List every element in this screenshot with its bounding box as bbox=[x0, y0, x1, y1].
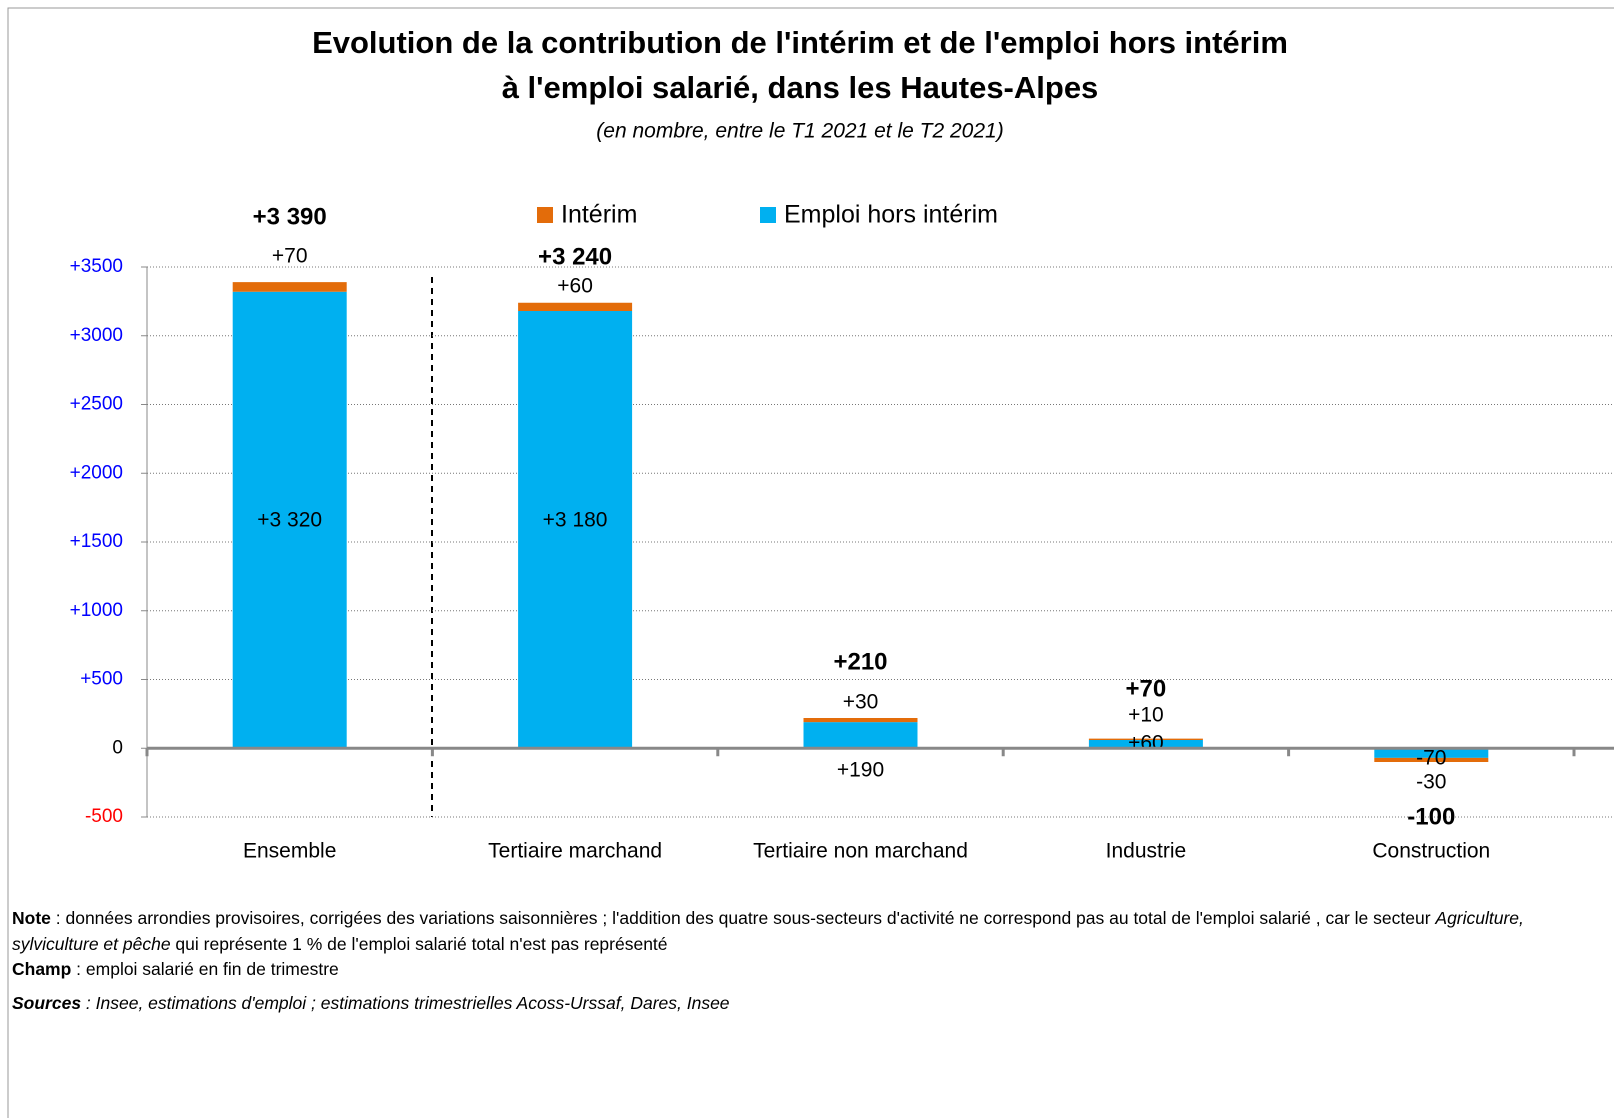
bar-segment bbox=[518, 302, 633, 311]
note-text: Note bbox=[12, 908, 51, 928]
note-text: : données arrondies provisoires, corrigé… bbox=[50, 908, 1436, 928]
y-tick-label: -500 bbox=[85, 806, 123, 827]
legend-label: Emploi hors intérim bbox=[784, 201, 998, 229]
total-label: +3 390 bbox=[253, 203, 327, 230]
value-label: +30 bbox=[843, 691, 879, 714]
notes: Note : données arrondies provisoires, co… bbox=[12, 906, 1572, 1016]
frame bbox=[7, 7, 1614, 1118]
x-tick-label: Industrie bbox=[1106, 840, 1187, 863]
value-label: -30 bbox=[1416, 771, 1446, 794]
note-line: Champ : emploi salarié en fin de trimest… bbox=[12, 957, 1572, 983]
value-label: +190 bbox=[837, 759, 884, 782]
legend-label: Intérim bbox=[561, 201, 637, 229]
x-tick-label: Ensemble bbox=[243, 840, 336, 863]
value-label: -70 bbox=[1416, 747, 1446, 770]
y-tick-label: +1000 bbox=[70, 600, 123, 621]
x-tick-label: Tertiaire marchand bbox=[488, 840, 662, 863]
total-label: -100 bbox=[1407, 803, 1455, 830]
bar-segment bbox=[1374, 748, 1489, 758]
legend-swatch bbox=[537, 207, 553, 223]
chart-title: Evolution de la contribution de l'intéri… bbox=[312, 25, 1288, 60]
y-tick-label: 0 bbox=[112, 737, 123, 758]
bar-segment bbox=[518, 311, 633, 749]
x-tick-label: Construction bbox=[1372, 840, 1490, 863]
bar-segment bbox=[803, 722, 918, 749]
bar-segment bbox=[803, 718, 918, 723]
value-label: +10 bbox=[1128, 704, 1164, 727]
bar-segment bbox=[1374, 757, 1489, 762]
x-tick-label: Tertiaire non marchand bbox=[753, 840, 968, 863]
y-tick-label: +2000 bbox=[70, 462, 123, 483]
value-label: +3 320 bbox=[257, 509, 322, 532]
bar-segment bbox=[232, 291, 347, 749]
chart-title: à l'emploi salarié, dans les Hautes-Alpe… bbox=[502, 70, 1099, 105]
chart-subtitle: (en nombre, entre le T1 2021 et le T2 20… bbox=[596, 120, 1003, 143]
y-tick-label: +2500 bbox=[70, 394, 123, 415]
y-tick-label: +1500 bbox=[70, 531, 123, 552]
note-text: Agriculture, sylviculture et pêche bbox=[12, 908, 1524, 954]
value-label: +3 180 bbox=[543, 509, 608, 532]
note-text: : emploi salarié en fin de trimestre bbox=[71, 959, 339, 979]
bar-segment bbox=[1088, 738, 1203, 740]
y-tick-label: +3500 bbox=[70, 256, 123, 277]
value-label: +60 bbox=[1128, 732, 1164, 755]
note-line: Note : données arrondies provisoires, co… bbox=[12, 906, 1572, 957]
value-label: +70 bbox=[272, 245, 308, 268]
total-label: +210 bbox=[833, 648, 887, 675]
note-text: Sources bbox=[12, 992, 82, 1013]
legend-swatch bbox=[760, 207, 776, 223]
total-label: +3 240 bbox=[538, 243, 612, 270]
y-tick-label: +3000 bbox=[70, 325, 123, 346]
value-label: +60 bbox=[557, 275, 593, 298]
bar-segment bbox=[1088, 740, 1203, 749]
note-text: qui représente 1 % de l'emploi salarié t… bbox=[170, 933, 668, 954]
note-text: Champ bbox=[12, 959, 72, 979]
note-text: : Insee, estimations d'emploi ; estimati… bbox=[81, 992, 730, 1013]
bar-segment bbox=[232, 282, 347, 292]
note-line: Sources : Insee, estimations d'emploi ; … bbox=[12, 991, 1572, 1017]
y-tick-label: +500 bbox=[80, 669, 123, 690]
total-label: +70 bbox=[1126, 675, 1167, 702]
